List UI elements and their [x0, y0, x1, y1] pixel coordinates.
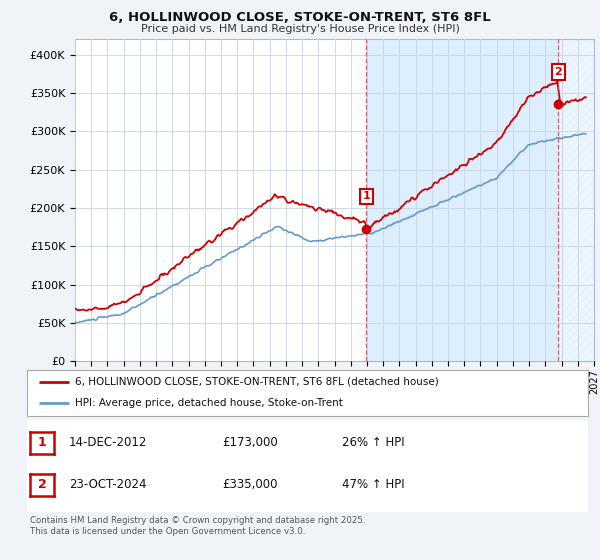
Text: Price paid vs. HM Land Registry's House Price Index (HPI): Price paid vs. HM Land Registry's House … [140, 24, 460, 34]
Text: 1: 1 [362, 192, 370, 202]
Text: 47% ↑ HPI: 47% ↑ HPI [342, 478, 404, 491]
Text: £335,000: £335,000 [222, 478, 277, 491]
Text: 6, HOLLINWOOD CLOSE, STOKE-ON-TRENT, ST6 8FL (detached house): 6, HOLLINWOOD CLOSE, STOKE-ON-TRENT, ST6… [74, 377, 439, 387]
Text: 1: 1 [38, 436, 46, 450]
Text: 26% ↑ HPI: 26% ↑ HPI [342, 436, 404, 449]
Text: £173,000: £173,000 [222, 436, 278, 449]
Text: 23-OCT-2024: 23-OCT-2024 [69, 478, 146, 491]
Bar [366, 39, 559, 361]
Text: 2: 2 [554, 67, 562, 77]
Bar [559, 39, 594, 361]
Text: 14-DEC-2012: 14-DEC-2012 [69, 436, 148, 449]
Text: 6, HOLLINWOOD CLOSE, STOKE-ON-TRENT, ST6 8FL: 6, HOLLINWOOD CLOSE, STOKE-ON-TRENT, ST6… [109, 11, 491, 24]
Text: 2: 2 [38, 478, 46, 492]
Text: Contains HM Land Registry data © Crown copyright and database right 2025.
This d: Contains HM Land Registry data © Crown c… [30, 516, 365, 536]
Text: HPI: Average price, detached house, Stoke-on-Trent: HPI: Average price, detached house, Stok… [74, 398, 343, 408]
